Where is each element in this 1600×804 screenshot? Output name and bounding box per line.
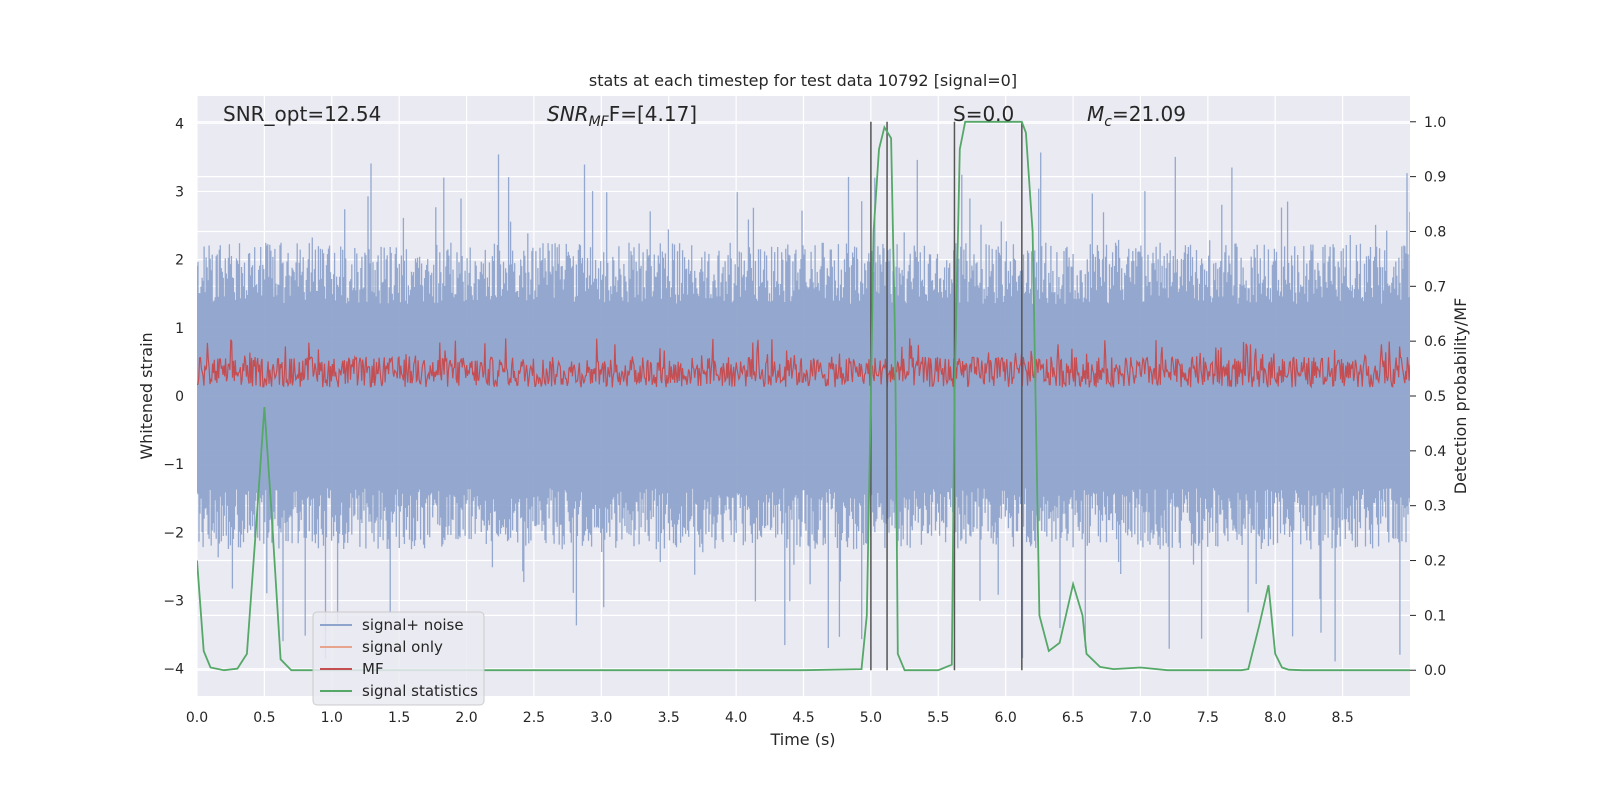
y-tick-label: −4 — [163, 662, 184, 678]
x-tick-label: 6.5 — [1062, 710, 1084, 726]
x-tick-label: 5.5 — [927, 710, 949, 726]
y-tick-label: −1 — [163, 457, 184, 473]
y2-tick-label: 0.9 — [1424, 170, 1446, 186]
annotation-snr-mf-suffix: F=[4.17] — [609, 102, 697, 126]
annotation-mc: Mc=21.09 — [1087, 102, 1186, 130]
annotation-mc-suffix: =21.09 — [1112, 102, 1186, 126]
series-group — [197, 120, 1410, 672]
y-tick-label: 1 — [175, 321, 184, 337]
series-signal-statistics — [197, 120, 1410, 672]
x-tick-label: 4.5 — [792, 710, 814, 726]
y2-axis-label: Detection probability/MF — [1451, 298, 1470, 495]
y2-tick-label: 0.6 — [1424, 334, 1446, 350]
y-axis-label: Whitened strain — [137, 332, 156, 459]
annotation-mc-main: M — [1087, 102, 1104, 126]
legend-label-signal-noise: signal+ noise — [362, 616, 464, 634]
annotation-snr-mf-sub: MF — [589, 114, 610, 130]
series-mf — [197, 338, 1410, 389]
y2-tick-label: 1.0 — [1424, 115, 1446, 131]
x-tick-label: 2.0 — [455, 710, 477, 726]
x-tick-label: 8.5 — [1331, 710, 1353, 726]
x-tick-labels: 0.0 0.5 1.0 1.5 2.0 2.5 3.0 3.5 4.0 4.5 5.0 5.5 6.0 6… — [186, 710, 1354, 726]
y-tick-labels: 4 3 2 1 0 −1 −2 −3 −4 — [163, 116, 184, 677]
annotation-snr-mf-main: SNR — [547, 102, 589, 126]
y2-tick-label: 0.4 — [1424, 444, 1446, 460]
annotation-s: S=0.0 — [953, 102, 1014, 126]
signal-statistics-line — [197, 120, 1410, 672]
x-tick-label: 1.0 — [321, 710, 343, 726]
x-tick-label: 0.0 — [186, 710, 208, 726]
legend-box — [312, 611, 485, 706]
x-tick-label: 2.5 — [523, 710, 545, 726]
legend-label-mf: MF — [362, 660, 384, 678]
x-tick-label: 8.0 — [1264, 710, 1286, 726]
x-tick-label: 7.0 — [1129, 710, 1151, 726]
x-tick-label: 4.0 — [725, 710, 747, 726]
annotations: SNR_opt=12.54 SNRMFF=[4.17] S=0.0 Mc=21.… — [223, 102, 1186, 130]
annotation-mc-sub: c — [1104, 114, 1112, 130]
y2-tick-label: 0.3 — [1424, 499, 1446, 515]
y-tick-label: 4 — [175, 116, 184, 132]
y2-tick-label: 0.0 — [1424, 663, 1446, 679]
legend-label-signal-only: signal only — [362, 638, 443, 656]
y-tick-label: 0 — [175, 389, 184, 405]
y2-tick-label: 0.5 — [1424, 389, 1446, 405]
x-tick-label: 3.5 — [658, 710, 680, 726]
y-tick-label: 3 — [175, 184, 184, 200]
y2-tick-label: 0.1 — [1424, 608, 1446, 624]
x-tick-label: 3.0 — [590, 710, 612, 726]
legend: signal+ noise signal only MF signal stat… — [312, 611, 485, 706]
legend-label-signal-statistics: signal statistics — [362, 682, 478, 700]
annotation-snr-mf: SNRMFF=[4.17] — [547, 102, 697, 130]
x-tick-label: 6.0 — [995, 710, 1017, 726]
y2-tick-label: 0.7 — [1424, 279, 1446, 295]
y-tick-label: 2 — [175, 253, 184, 269]
x-tick-label: 0.5 — [253, 710, 275, 726]
annotation-snr-opt: SNR_opt=12.54 — [223, 102, 381, 126]
y2-tick-label: 0.8 — [1424, 224, 1446, 240]
y-tick-label: −3 — [163, 594, 184, 610]
y2-tick-labels: 1.0 0.9 0.8 0.7 0.6 0.5 0.4 0.3 0.2 0.1 0.0 — [1410, 115, 1446, 679]
mf-trace — [197, 338, 1410, 389]
x-tick-label: 5.0 — [860, 710, 882, 726]
x-axis-label: Time (s) — [769, 730, 835, 749]
chart-title: stats at each timestep for test data 107… — [589, 71, 1017, 90]
x-tick-label: 7.5 — [1197, 710, 1219, 726]
y-tick-label: −2 — [163, 525, 184, 541]
x-tick-label: 1.5 — [388, 710, 410, 726]
y2-tick-label: 0.2 — [1424, 554, 1446, 570]
